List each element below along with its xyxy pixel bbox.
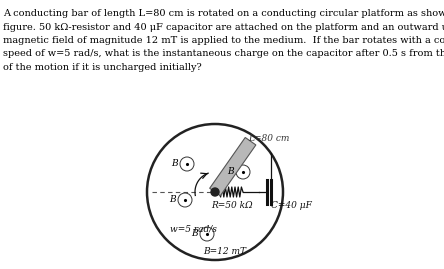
- Text: speed of w=5 rad/s, what is the instantaneous charge on the capacitor after 0.5 : speed of w=5 rad/s, what is the instanta…: [3, 49, 444, 58]
- Text: B=12 mT: B=12 mT: [203, 247, 246, 256]
- Text: B: B: [171, 160, 178, 168]
- Text: B: B: [227, 168, 234, 176]
- Text: B: B: [169, 196, 176, 204]
- Polygon shape: [210, 137, 256, 196]
- Text: figure. 50 kΩ-resistor and 40 μF capacitor are attached on the platform and an o: figure. 50 kΩ-resistor and 40 μF capacit…: [3, 23, 444, 31]
- Text: L=80 cm: L=80 cm: [249, 134, 290, 143]
- Text: A conducting bar of length L=80 cm is rotated on a conducting circular platform : A conducting bar of length L=80 cm is ro…: [3, 9, 444, 18]
- Text: w=5 rad/s: w=5 rad/s: [170, 224, 216, 233]
- Text: R=50 kΩ: R=50 kΩ: [211, 201, 253, 210]
- Text: B: B: [191, 229, 198, 239]
- Text: C=40 μF: C=40 μF: [271, 201, 312, 210]
- Circle shape: [211, 188, 219, 196]
- Text: magnetic field of magnitude 12 mT is applied to the medium.  If the bar rotates : magnetic field of magnitude 12 mT is app…: [3, 36, 444, 45]
- Text: of the motion if it is uncharged initially?: of the motion if it is uncharged initial…: [3, 63, 202, 72]
